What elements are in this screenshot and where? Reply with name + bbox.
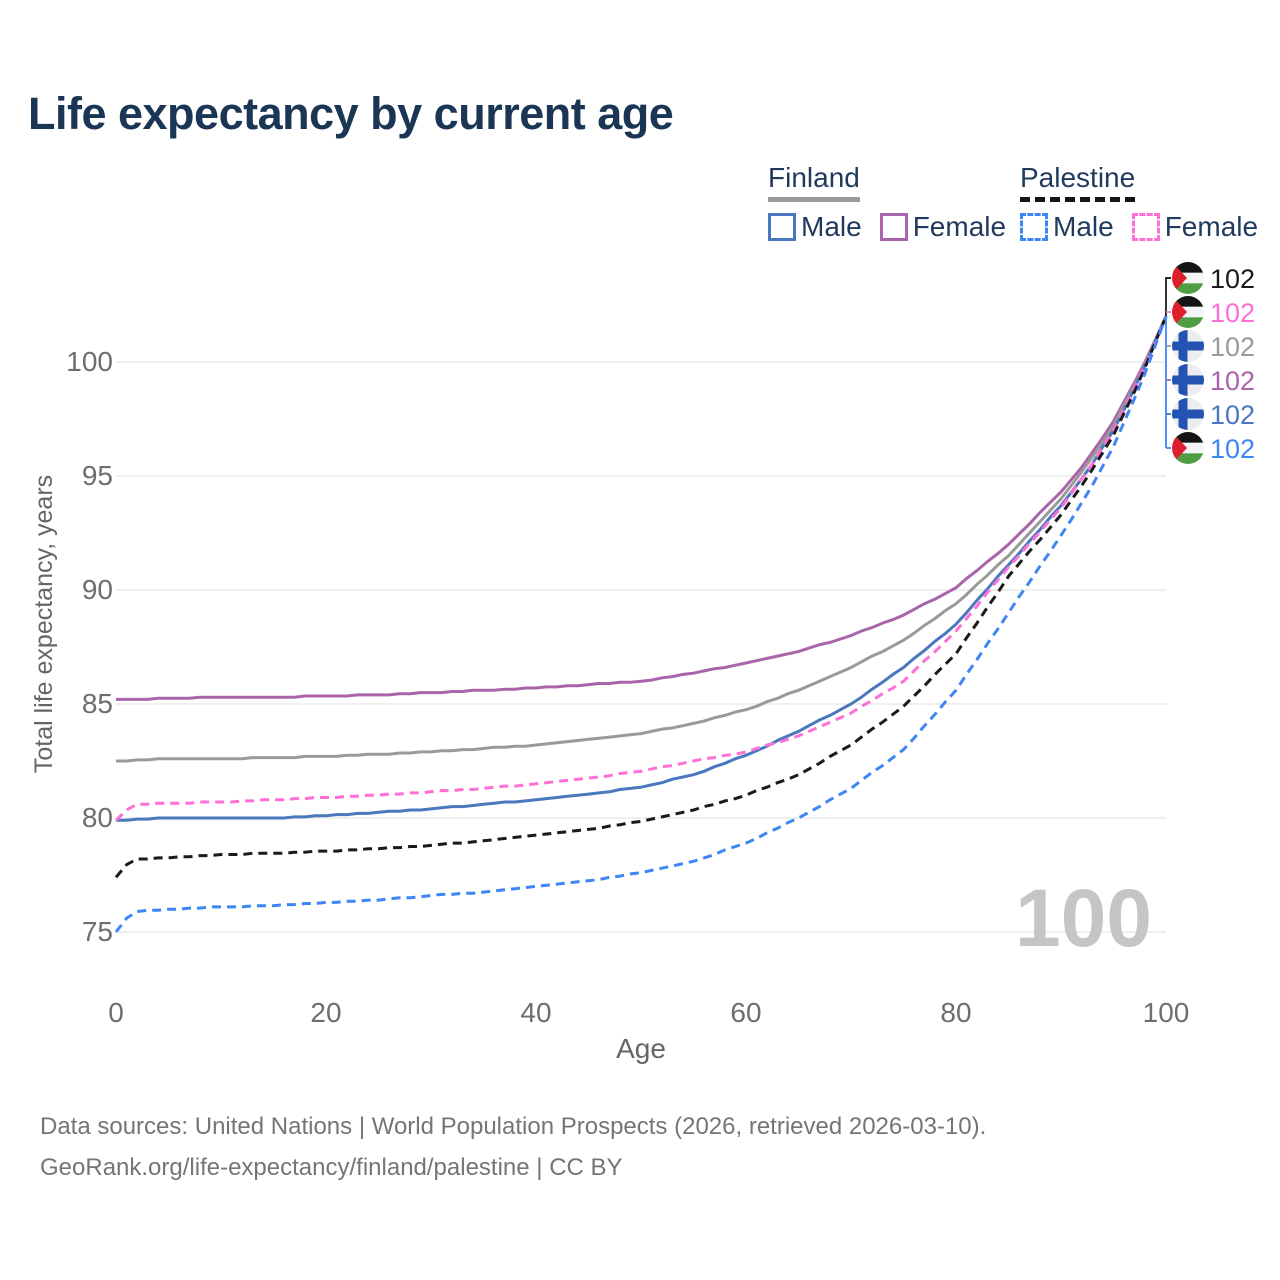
palestine-flag-icon	[1172, 296, 1204, 328]
x-tick-0: 0	[108, 997, 124, 1028]
legend-palestine-items: Male Female	[1020, 211, 1276, 243]
finland-male-swatch[interactable]	[768, 213, 796, 241]
series-line-finland	[116, 315, 1168, 763]
finland-male-label[interactable]: Male	[801, 211, 862, 242]
end-value-palestine-male: 102	[1210, 434, 1255, 464]
series-line-palestine-female	[114, 315, 1168, 822]
legend-group-palestine: Palestine Male Female	[1020, 162, 1276, 243]
legend-finland-heading: Finland	[768, 162, 860, 202]
end-value-finland-male: 102	[1210, 400, 1255, 430]
y-tick-100: 100	[66, 346, 113, 377]
footer-line-2: GeoRank.org/life-expectancy/finland/pale…	[40, 1154, 623, 1181]
legend-group-finland: Finland Male Female	[768, 162, 1024, 243]
page-title: Life expectancy by current age	[28, 88, 674, 139]
y-tick-75: 75	[82, 916, 113, 947]
connector-top	[1165, 277, 1171, 316]
palestine-male-label[interactable]: Male	[1053, 211, 1114, 242]
y-tick-95: 95	[82, 460, 113, 491]
x-axis-label: Age	[616, 1033, 666, 1064]
y-tick-80: 80	[82, 802, 113, 833]
finland-female-label[interactable]: Female	[912, 211, 1007, 242]
series-line-finland-female	[116, 315, 1168, 701]
series-line-palestine-male	[114, 315, 1168, 933]
finland-flag-icon	[1172, 330, 1204, 362]
footer-line-1: Data sources: United Nations | World Pop…	[40, 1113, 987, 1140]
end-value-finland-female: 102	[1210, 366, 1255, 396]
palestine-flag-icon	[1172, 432, 1204, 464]
palestine-female-swatch[interactable]	[1131, 213, 1160, 241]
palestine-flag-icon	[1172, 262, 1204, 294]
end-value-palestine-female: 102	[1210, 298, 1255, 328]
end-value-palestine: 102	[1210, 264, 1255, 294]
x-tick-40: 40	[520, 997, 551, 1028]
palestine-male-swatch[interactable]	[1020, 213, 1048, 241]
end-value-finland: 102	[1210, 332, 1255, 362]
legend-palestine-heading: Palestine	[1020, 162, 1136, 202]
palestine-female-label[interactable]: Female	[1164, 211, 1259, 242]
data-sources-footer: Data sources: United Nations | World Pop…	[40, 1106, 986, 1188]
y-axis-label: Total life expectancy, years	[30, 475, 58, 773]
finland-female-swatch[interactable]	[879, 213, 908, 241]
x-tick-100: 100	[1143, 997, 1190, 1028]
legend-finland-items: Male Female	[768, 211, 1024, 243]
age-counter-watermark: 100	[1015, 873, 1152, 964]
finland-flag-icon	[1172, 364, 1204, 396]
x-tick-80: 80	[940, 997, 971, 1028]
series-line-finland-male	[116, 315, 1168, 822]
y-tick-90: 90	[82, 574, 113, 605]
y-tick-85: 85	[82, 688, 113, 719]
finland-flag-icon	[1172, 398, 1204, 430]
x-tick-60: 60	[730, 997, 761, 1028]
x-tick-20: 20	[310, 997, 341, 1028]
series-line-palestine	[114, 315, 1168, 879]
